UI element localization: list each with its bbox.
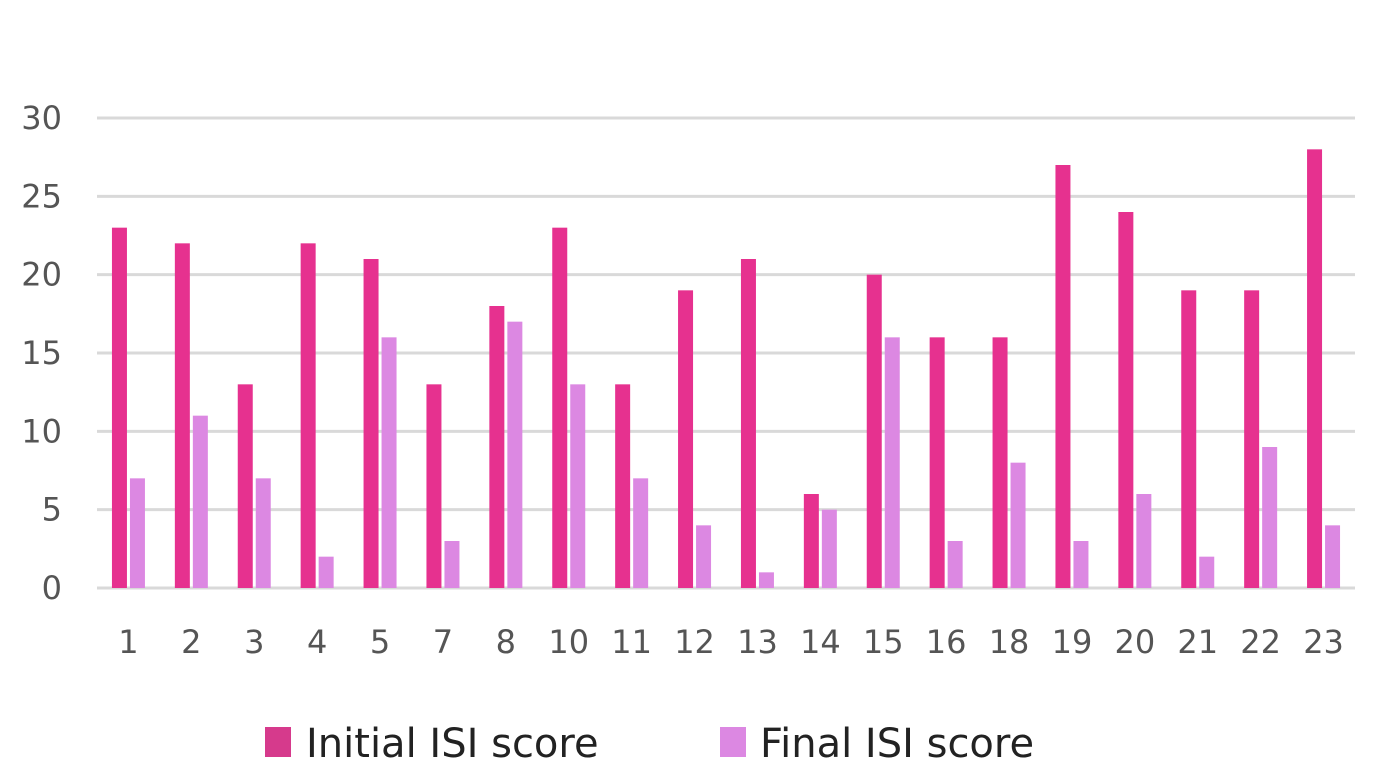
- y-tick-label: 30: [21, 99, 62, 137]
- bar-final-22: [1262, 447, 1278, 588]
- x-tick-label: 14: [800, 623, 841, 661]
- bar-initial-18: [992, 337, 1008, 588]
- bar-final-23: [1325, 525, 1341, 588]
- legend-label-final: Final ISI score: [760, 721, 1034, 767]
- bar-final-2: [192, 415, 208, 588]
- legend-item-initial: Initial ISI score: [265, 721, 599, 767]
- bar-initial-14: [803, 494, 819, 588]
- bar-initial-4: [300, 243, 316, 589]
- y-tick-label: 5: [42, 491, 62, 529]
- y-tick-label: 20: [21, 256, 62, 294]
- bar-final-16: [947, 541, 963, 588]
- x-tick-label: 8: [496, 623, 516, 661]
- bar-initial-11: [615, 384, 631, 588]
- bar-final-18: [1010, 462, 1026, 588]
- bar-initial-3: [237, 384, 253, 588]
- x-axis-ticks: 1 2 3 4 5 7 8 10 11 12 13 14 15 16 18 19 20 21 22 23: [118, 623, 1344, 661]
- bar-final-10: [570, 384, 586, 588]
- x-tick-label: 22: [1240, 623, 1281, 661]
- bar-initial-8: [489, 306, 505, 588]
- bar-initial-13: [740, 259, 756, 588]
- bar-initial-10: [552, 227, 568, 588]
- x-tick-label: 23: [1303, 623, 1344, 661]
- y-tick-label: 25: [21, 177, 62, 215]
- bar-final-8: [507, 321, 523, 588]
- x-tick-label: 21: [1177, 623, 1218, 661]
- x-tick-label: 2: [181, 623, 201, 661]
- bar-final-21: [1199, 556, 1215, 588]
- legend-swatch-initial: [265, 727, 291, 757]
- bar-initial-22: [1244, 290, 1260, 588]
- bar-final-4: [318, 556, 334, 588]
- bar-initial-19: [1055, 165, 1071, 588]
- bars: [111, 149, 1341, 589]
- x-tick-label: 5: [370, 623, 390, 661]
- x-tick-label: 20: [1114, 623, 1155, 661]
- y-tick-label: 15: [21, 334, 62, 372]
- x-tick-label: 7: [433, 623, 453, 661]
- bar-final-7: [444, 541, 460, 588]
- bar-initial-15: [866, 274, 882, 588]
- y-tick-label: 0: [42, 569, 62, 607]
- bar-final-15: [884, 337, 900, 588]
- x-tick-label: 18: [989, 623, 1030, 661]
- y-tick-label: 10: [21, 412, 62, 450]
- x-tick-label: 3: [244, 623, 264, 661]
- bar-final-11: [633, 478, 649, 588]
- bar-initial-20: [1118, 212, 1134, 588]
- bar-final-12: [696, 525, 712, 588]
- bar-initial-23: [1307, 149, 1323, 589]
- x-tick-label: 12: [674, 623, 715, 661]
- x-tick-label: 11: [611, 623, 652, 661]
- legend-swatch-final: [720, 727, 746, 757]
- bar-initial-1: [111, 227, 127, 588]
- bar-initial-5: [363, 259, 379, 588]
- bar-final-20: [1136, 494, 1152, 588]
- gridlines: [97, 116, 1355, 590]
- bar-initial-12: [678, 290, 694, 588]
- bar-initial-7: [426, 384, 442, 588]
- x-tick-label: 19: [1052, 623, 1093, 661]
- x-tick-label: 15: [863, 623, 904, 661]
- bar-initial-2: [174, 243, 190, 589]
- legend: Initial ISI score Final ISI score: [265, 721, 1034, 767]
- bar-final-3: [255, 478, 271, 588]
- x-tick-label: 4: [307, 623, 327, 661]
- legend-item-final: Final ISI score: [720, 721, 1034, 767]
- bar-final-14: [821, 509, 837, 588]
- x-tick-label: 13: [737, 623, 778, 661]
- legend-label-initial: Initial ISI score: [306, 721, 599, 767]
- bar-final-5: [381, 337, 397, 588]
- x-tick-label: 1: [118, 623, 138, 661]
- bar-final-1: [129, 478, 145, 588]
- bar-initial-16: [929, 337, 945, 588]
- bar-initial-21: [1181, 290, 1197, 588]
- bar-final-19: [1073, 541, 1089, 588]
- y-axis-ticks: 0 5 10 15 20 25 30: [21, 99, 62, 607]
- x-tick-label: 16: [926, 623, 967, 661]
- x-tick-label: 10: [548, 623, 589, 661]
- bar-final-13: [758, 572, 774, 588]
